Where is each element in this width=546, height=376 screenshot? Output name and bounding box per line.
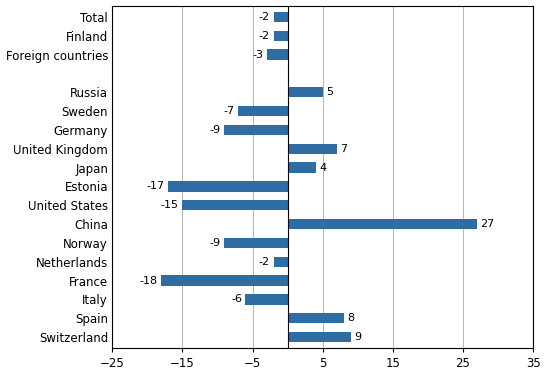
Text: 7: 7 xyxy=(340,144,347,154)
Bar xyxy=(288,332,351,342)
Bar xyxy=(274,30,288,41)
Text: -2: -2 xyxy=(259,31,270,41)
Text: 9: 9 xyxy=(354,332,361,342)
Bar xyxy=(182,200,288,211)
Bar xyxy=(168,181,288,192)
Text: -2: -2 xyxy=(259,12,270,22)
Bar xyxy=(288,144,337,154)
Text: 4: 4 xyxy=(319,162,327,173)
Bar xyxy=(224,125,288,135)
Bar xyxy=(288,219,477,229)
Bar xyxy=(239,106,288,116)
Text: 27: 27 xyxy=(480,219,495,229)
Bar xyxy=(274,256,288,267)
Text: -2: -2 xyxy=(259,257,270,267)
Bar xyxy=(288,162,316,173)
Bar xyxy=(274,12,288,22)
Text: -9: -9 xyxy=(210,238,221,248)
Text: -7: -7 xyxy=(224,106,235,116)
Text: 5: 5 xyxy=(326,87,333,97)
Bar xyxy=(224,238,288,248)
Bar xyxy=(266,49,288,60)
Text: -17: -17 xyxy=(147,181,165,191)
Text: -6: -6 xyxy=(231,294,242,305)
Text: 8: 8 xyxy=(347,313,354,323)
Bar xyxy=(161,275,288,286)
Text: -15: -15 xyxy=(161,200,179,210)
Bar xyxy=(288,313,343,323)
Bar xyxy=(288,87,323,97)
Text: -9: -9 xyxy=(210,125,221,135)
Text: -18: -18 xyxy=(140,276,158,286)
Bar xyxy=(246,294,288,305)
Text: -3: -3 xyxy=(252,50,263,59)
